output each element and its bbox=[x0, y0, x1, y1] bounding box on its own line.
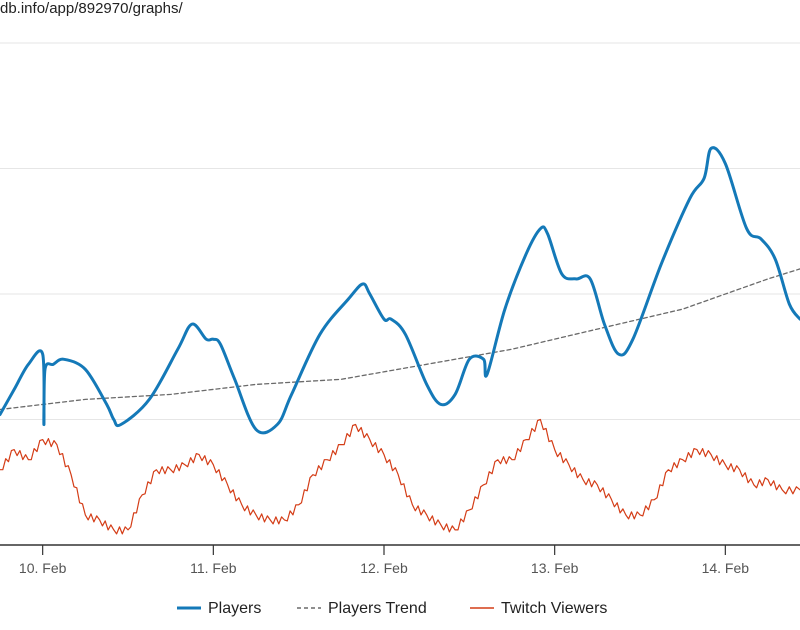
chart-gridlines bbox=[0, 42, 800, 420]
x-tick-label: 10. Feb bbox=[19, 560, 67, 576]
chart-series bbox=[0, 146, 800, 535]
x-tick-label: 13. Feb bbox=[531, 560, 579, 576]
x-tick-label: 11. Feb bbox=[190, 560, 237, 576]
x-axis: 10. Feb 11. Feb 12. Feb 13. Feb 14. Feb bbox=[0, 544, 800, 576]
x-tick-label: 14. Feb bbox=[702, 560, 750, 576]
legend-item-players-trend[interactable]: Players Trend bbox=[297, 600, 427, 617]
series-line-twitch-viewers bbox=[0, 418, 800, 535]
x-tick-label: 12. Feb bbox=[360, 560, 408, 576]
legend-label: Twitch Viewers bbox=[501, 600, 607, 617]
legend-label: Players bbox=[208, 600, 261, 617]
series-line-players-trend bbox=[0, 268, 800, 411]
legend-item-twitch-viewers[interactable]: Twitch Viewers bbox=[470, 600, 607, 617]
series-line-players bbox=[0, 146, 800, 435]
chart-legend[interactable]: Players Players Trend Twitch Viewers bbox=[177, 600, 607, 617]
legend-label: Players Trend bbox=[328, 600, 427, 617]
browser-url-text: db.info/app/892970/graphs/ bbox=[0, 0, 183, 17]
legend-item-players[interactable]: Players bbox=[177, 600, 261, 617]
